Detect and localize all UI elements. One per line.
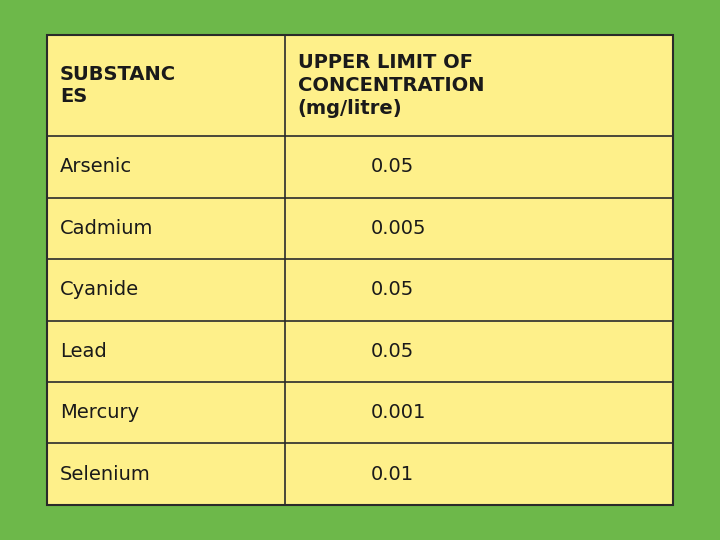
Text: Lead: Lead <box>60 342 107 361</box>
Text: Selenium: Selenium <box>60 464 150 484</box>
Text: Arsenic: Arsenic <box>60 157 132 177</box>
Text: UPPER LIMIT OF
CONCENTRATION
(mg/litre): UPPER LIMIT OF CONCENTRATION (mg/litre) <box>298 53 485 118</box>
Text: 0.01: 0.01 <box>372 464 414 484</box>
Text: 0.005: 0.005 <box>372 219 427 238</box>
Text: 0.05: 0.05 <box>372 157 415 177</box>
Text: Cadmium: Cadmium <box>60 219 153 238</box>
Text: 0.001: 0.001 <box>372 403 427 422</box>
Text: Mercury: Mercury <box>60 403 139 422</box>
Text: SUBSTANC
ES: SUBSTANC ES <box>60 65 176 106</box>
FancyBboxPatch shape <box>47 35 673 505</box>
Text: Cyanide: Cyanide <box>60 280 139 299</box>
Text: 0.05: 0.05 <box>372 280 415 299</box>
Text: 0.05: 0.05 <box>372 342 415 361</box>
